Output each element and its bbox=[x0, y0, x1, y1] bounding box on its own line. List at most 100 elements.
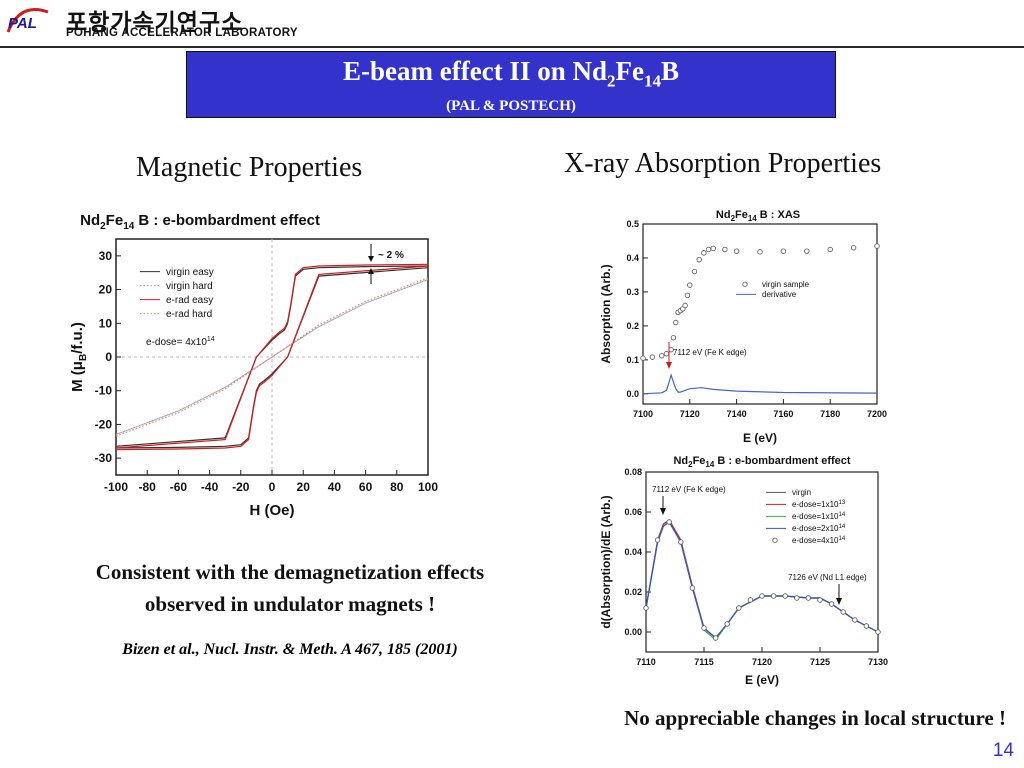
xas-chart: Nd2Fe14 B : XAS 7100 7120 7140 7160 7180 7200 0… bbox=[599, 209, 887, 445]
chart3-xlabel: E (eV) bbox=[745, 673, 779, 687]
chart3-title: Nd2Fe14 B : e-bombardment effect bbox=[673, 455, 850, 469]
chart1-ytick-label: -20 bbox=[95, 417, 113, 431]
chart3-legend: virgin e-dose=1x1013 e-dose=1x1014 e-dose=2… bbox=[766, 488, 846, 545]
chart1-series-virgin-hard-line bbox=[115, 279, 429, 435]
chart3-series-e-dose-4x1014-point bbox=[678, 539, 684, 545]
chart2-series-virgin-sample-point bbox=[874, 243, 880, 249]
chart1-xtick-label: -80 bbox=[139, 480, 157, 494]
chart2-series-virgin-sample-point bbox=[649, 354, 656, 360]
chart1-delta-arrowhead-top bbox=[368, 256, 374, 262]
chart3-ytick-label: 0.08 bbox=[624, 467, 642, 477]
chart1-ytick-label: -10 bbox=[95, 384, 113, 398]
section-heading-magnetic: Magnetic Properties bbox=[136, 152, 363, 183]
chart2-xtick-label: 7160 bbox=[773, 409, 793, 419]
chart2-series-virgin-sample-point bbox=[696, 256, 702, 263]
chart3-series-e-dose-4x1014-point bbox=[736, 605, 742, 611]
chart2-series-virgin-sample-point bbox=[850, 245, 857, 251]
chart2-xtick-label: 7200 bbox=[867, 409, 887, 419]
chart2-legend-0-label: virgin sample bbox=[762, 280, 810, 289]
chart1-xtick-label: 100 bbox=[418, 480, 438, 494]
logo-english-name: POHANG ACCELERATOR LABORATORY bbox=[66, 27, 298, 39]
chart2-series-virgin-sample-point bbox=[663, 351, 670, 357]
chart3-nd-arrowhead bbox=[836, 598, 842, 605]
pal-logo-mark: PAL bbox=[6, 8, 49, 33]
chart1-xtick-label: -20 bbox=[232, 480, 250, 494]
chart2-ylabel: Absorption (Arb.) bbox=[599, 264, 613, 363]
chart2-series-virgin-sample-point bbox=[827, 246, 833, 253]
magnetic-conclusion-line1: Consistent with the demagnetization effe… bbox=[95, 560, 485, 584]
chart1-series-e-rad-easy-line bbox=[115, 265, 429, 451]
chart3-legend-0-label: virgin bbox=[792, 488, 811, 497]
chart2-legend-1-label: derivative bbox=[762, 290, 797, 299]
chart3-ytick-label: 0.00 bbox=[624, 627, 642, 637]
chart3-series-e-dose-4x1014-point bbox=[817, 597, 823, 603]
chart3-series-e-dose-4x1014-point bbox=[654, 537, 661, 543]
chart1-legend-2-label: e-rad easy bbox=[166, 295, 213, 306]
chart2-xtick-label: 7180 bbox=[820, 409, 840, 419]
chart2-ytick-label: 0.5 bbox=[626, 219, 639, 229]
chart1-ylabel: M (μB/f.u.) bbox=[69, 322, 89, 392]
chart3-xtick-label: 7110 bbox=[636, 657, 656, 667]
chart2-series-virgin-sample-point bbox=[757, 249, 763, 255]
chart1-legend-0-label: virgin easy bbox=[166, 267, 214, 278]
slide-title: E-beam effect II on Nd2Fe14B bbox=[187, 56, 835, 91]
chart1-series-e-rad-easy-return-line bbox=[115, 263, 429, 449]
chart2-legend-0-marker bbox=[742, 281, 748, 287]
chart1-delta-annotation: ~ 2 % bbox=[378, 250, 404, 261]
title-mid: Fe bbox=[615, 56, 644, 86]
chart1-ytick-label: 0 bbox=[105, 350, 112, 364]
chart3-legend-1-label: e-dose=1x1013 bbox=[792, 500, 846, 509]
header-divider bbox=[0, 46, 1024, 48]
chart3-series-e-dose-4x1014-point bbox=[805, 595, 812, 601]
title-prefix: E-beam effect II on Nd bbox=[343, 56, 607, 86]
magnetic-conclusion: Consistent with the demagnetization effe… bbox=[40, 556, 540, 620]
chart2-ytick-label: 0.0 bbox=[626, 389, 639, 399]
chart3-fe-arrowhead bbox=[660, 508, 666, 515]
chart2-series-virgin-sample-point bbox=[670, 335, 677, 341]
chart3-ytick-label: 0.06 bbox=[624, 507, 642, 517]
hysteresis-chart: Nd2Fe14 B : e-bombardment effect -100 -80-… bbox=[69, 212, 438, 519]
chart2-series-virgin-sample-point bbox=[640, 355, 646, 361]
chart3-series-e-dose-4x1014-point bbox=[828, 601, 835, 607]
chart1-title: Nd2Fe14 B : e-bombardment effect bbox=[80, 212, 320, 232]
title-box: E-beam effect II on Nd2Fe14B (PAL & POST… bbox=[186, 51, 836, 118]
chart3-xtick-label: 7120 bbox=[752, 657, 772, 667]
chart3-series-e-dose-4x1014-point bbox=[840, 609, 846, 615]
chart3-series-e-dose-4x1014-point bbox=[759, 593, 765, 599]
chart2-series-virgin-sample-point bbox=[780, 248, 787, 254]
chart1-xtick-label: 20 bbox=[297, 480, 311, 494]
chart3-ytick-label: 0.04 bbox=[624, 547, 642, 557]
chart3-series-e-dose-4x1014-point bbox=[782, 593, 788, 599]
chart1-xlabel: H (Oe) bbox=[250, 502, 295, 519]
chart3-ytick-label: 0.02 bbox=[624, 587, 642, 597]
chart3-series-e-dose-4x1014-point bbox=[875, 629, 881, 635]
chart2-series-virgin-sample-point bbox=[691, 268, 698, 275]
chart2-series-virgin-sample-point bbox=[701, 250, 707, 256]
chart3-xtick-label: 7115 bbox=[694, 657, 714, 667]
chart2-series-virgin-sample-point bbox=[722, 246, 728, 253]
chart2-title: Nd2Fe14 B : XAS bbox=[716, 209, 800, 223]
chart2-ytick-label: 0.3 bbox=[626, 287, 639, 297]
chart3-series-e-dose-4x1014-point bbox=[794, 595, 800, 601]
slide-subtitle: (PAL & POSTECH) bbox=[446, 98, 576, 114]
magnetic-conclusion-line2: observed in undulator magnets ! bbox=[144, 592, 436, 616]
chart2-edge-annotation: 7112 eV (Fe K edge) bbox=[673, 348, 747, 357]
title-sub2: 14 bbox=[643, 71, 661, 91]
chart2-series-derivative-line bbox=[642, 373, 878, 395]
chart2-xtick-label: 7120 bbox=[680, 409, 700, 419]
chart2-series-virgin-sample-point bbox=[733, 248, 740, 254]
chart2-series-virgin-sample-point bbox=[687, 282, 693, 288]
chart1-xtick-label: -100 bbox=[104, 480, 128, 494]
derivative-chart: Nd2Fe14 B : e-bombardment effect 7110 7115… bbox=[599, 455, 888, 687]
chart1-ytick-label: 20 bbox=[99, 283, 113, 297]
chart2-xtick-label: 7100 bbox=[633, 409, 653, 419]
chart3-nd-annotation: 7126 eV (Nd L1 edge) bbox=[788, 573, 867, 582]
chart3-series-e-dose-4x1014-point bbox=[666, 519, 672, 525]
chart3-series-e-dose-4x1014-point bbox=[701, 625, 707, 631]
chart2-series-virgin-sample-point bbox=[659, 353, 665, 359]
chart2-plot-frame bbox=[642, 223, 878, 405]
chart3-series-e-dose-4x1014-point bbox=[852, 617, 858, 623]
chart1-xtick-label: -60 bbox=[170, 480, 188, 494]
chart3-legend-2-label: e-dose=1x1014 bbox=[792, 512, 846, 521]
chart2-series-virgin-sample-point bbox=[804, 248, 810, 254]
